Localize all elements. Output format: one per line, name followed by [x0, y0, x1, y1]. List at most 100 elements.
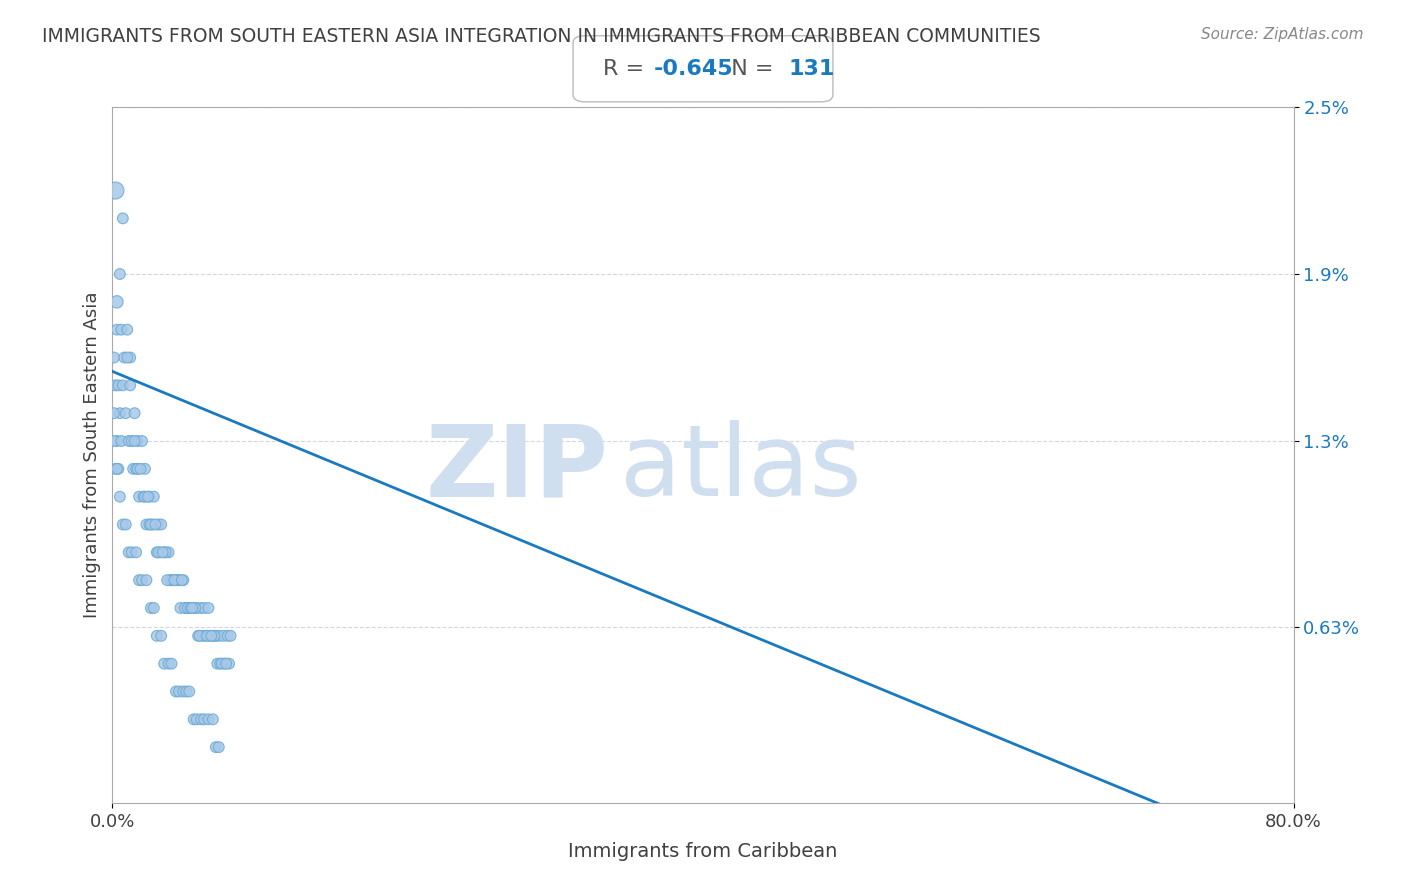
Point	[131, 434, 153, 448]
Text: -0.645: -0.645	[654, 59, 733, 78]
Point	[112, 351, 135, 365]
Point	[191, 629, 214, 643]
Point	[117, 351, 138, 365]
Point	[108, 267, 131, 281]
Point	[118, 434, 141, 448]
Point	[108, 406, 131, 420]
Point	[186, 601, 208, 615]
Point	[179, 601, 201, 615]
Point	[146, 545, 169, 559]
Point	[103, 406, 125, 420]
Point	[211, 657, 233, 671]
Point	[167, 684, 190, 698]
Point	[174, 684, 197, 698]
Point	[214, 657, 236, 671]
Point	[146, 629, 169, 643]
Point	[194, 629, 217, 643]
Point	[148, 517, 170, 532]
Point	[107, 378, 129, 392]
Point	[173, 601, 195, 615]
Point	[217, 629, 239, 643]
Point	[188, 629, 211, 643]
Point	[124, 406, 146, 420]
Point	[180, 601, 202, 615]
Point	[190, 601, 212, 615]
Point	[142, 490, 165, 504]
Point	[139, 601, 162, 615]
Point	[179, 684, 201, 698]
Point	[132, 490, 155, 504]
Point	[157, 657, 180, 671]
Point	[127, 462, 149, 476]
Point	[125, 462, 148, 476]
Point	[157, 545, 180, 559]
Point	[218, 657, 240, 671]
Point	[104, 184, 127, 198]
Point	[183, 712, 205, 726]
Point	[107, 462, 129, 476]
Point	[208, 629, 231, 643]
Point	[131, 573, 153, 587]
Point	[184, 601, 207, 615]
Point	[163, 573, 186, 587]
Point	[183, 601, 205, 615]
Point	[153, 657, 176, 671]
Point	[170, 573, 193, 587]
FancyBboxPatch shape	[574, 36, 832, 102]
Point	[193, 601, 215, 615]
Point	[105, 434, 128, 448]
Point	[103, 351, 125, 365]
Point	[142, 601, 165, 615]
Point	[118, 545, 141, 559]
Text: N =: N =	[717, 59, 780, 78]
Point	[219, 629, 242, 643]
Point	[181, 601, 204, 615]
Point	[195, 629, 218, 643]
Point	[177, 601, 200, 615]
Point	[205, 740, 228, 755]
Point	[104, 462, 127, 476]
Point	[156, 573, 179, 587]
Point	[148, 545, 170, 559]
Point	[138, 490, 160, 504]
Point	[111, 211, 134, 226]
Point	[150, 517, 173, 532]
Point	[167, 573, 190, 587]
Point	[121, 545, 143, 559]
Text: 131: 131	[787, 59, 834, 78]
Point	[165, 684, 187, 698]
Point	[208, 740, 231, 755]
Point	[139, 517, 162, 532]
Point	[134, 490, 156, 504]
Point	[136, 490, 159, 504]
Point	[105, 323, 128, 337]
Point	[134, 462, 156, 476]
Point	[120, 378, 142, 392]
Point	[209, 657, 232, 671]
Point	[215, 657, 238, 671]
Point	[172, 684, 194, 698]
Y-axis label: Immigrants from South Eastern Asia: Immigrants from South Eastern Asia	[83, 292, 101, 618]
Point	[153, 545, 176, 559]
Text: ZIP: ZIP	[426, 420, 609, 517]
Point	[129, 462, 152, 476]
Point	[120, 351, 142, 365]
Point	[103, 434, 125, 448]
X-axis label: Immigrants from Caribbean: Immigrants from Caribbean	[568, 842, 838, 861]
Point	[135, 573, 157, 587]
Point	[111, 378, 134, 392]
Point	[143, 517, 166, 532]
Point	[205, 629, 228, 643]
Point	[152, 545, 174, 559]
Text: atlas: atlas	[620, 420, 862, 517]
Point	[124, 434, 146, 448]
Point	[111, 517, 134, 532]
Point	[122, 462, 145, 476]
Point	[197, 712, 219, 726]
Point	[200, 629, 222, 643]
Point	[207, 657, 229, 671]
Point	[193, 712, 215, 726]
Point	[121, 434, 143, 448]
Point	[128, 573, 150, 587]
Point	[174, 601, 197, 615]
